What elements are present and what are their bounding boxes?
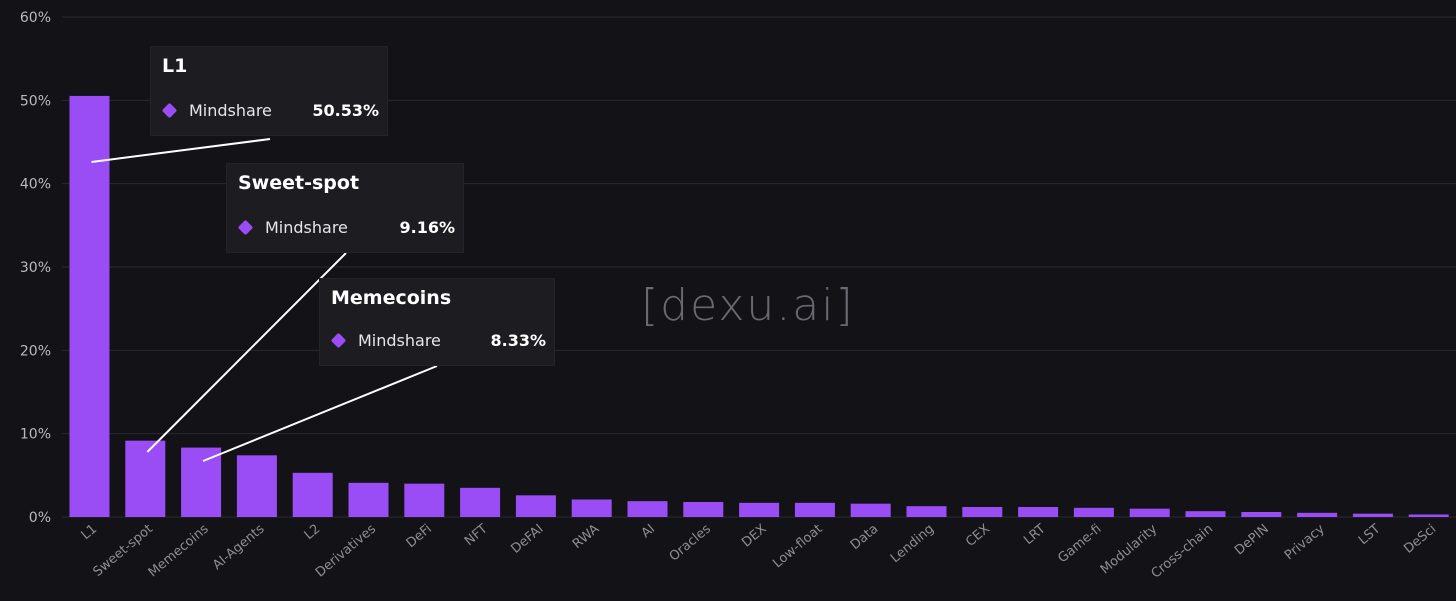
x-tick-label: NFT [462,522,491,550]
tooltip-title: Memecoins [331,287,452,309]
x-tick-label: AI-Agents [210,521,268,573]
tooltip-series-name: Mindshare [265,217,348,237]
bar-l1 [69,95,110,518]
x-tick-label: DeFi [404,522,435,552]
bar-dex [739,502,780,517]
y-tick-label: 60% [20,10,51,26]
bar-ai [627,501,668,517]
x-tick-label: Lending [888,522,937,567]
y-tick-label: 0% [29,510,51,526]
x-tick-label: LRT [1021,522,1049,548]
diamond-marker-icon [161,102,178,118]
y-tick-label: 10% [20,427,51,443]
tooltip-l1: L1 Mindshare 50.53% [151,47,387,135]
x-tick-label: Sweet-spot [90,522,155,580]
tooltip-leader-line [91,138,271,163]
x-tick-label: L2 [302,522,324,543]
bar-nft [460,487,501,517]
tooltip-title: Sweet-spot [238,172,360,194]
y-tick-label: 30% [20,260,51,276]
tooltip-title: L1 [162,55,188,77]
x-tick-label: LST [1356,522,1384,549]
tooltip-leader-line [202,365,438,462]
bar-defi [404,483,445,517]
diamond-marker-icon [330,332,347,348]
x-tick-label: Game-fi [1055,522,1104,567]
bar-ai-agents [236,455,277,517]
x-tick-label: AI [639,522,658,542]
x-tick-label: Oracles [667,521,714,564]
x-tick-label: DEX [739,522,769,551]
x-tick-label: DeFAI [508,522,546,557]
y-tick-label: 40% [20,177,51,193]
bar-depin [1241,512,1282,517]
diamond-marker-icon [237,219,254,235]
bar-data [850,503,891,517]
x-tick-label: CEX [963,522,993,550]
bar-privacy [1297,512,1338,517]
watermark-logo: [dexu.ai] [641,280,855,331]
bar-lending [906,506,947,517]
bar-rwa [571,499,612,517]
bar-oracles [683,502,724,517]
x-tick-label: Derivatives [313,521,379,580]
tooltip-value: 8.33% [490,330,546,350]
tooltip-value: 50.53% [312,100,379,120]
bar-cross-chain [1185,511,1226,517]
tooltip-memecoins: Memecoins Mindshare 8.33% [320,279,554,365]
x-tick-label: Cross-chain [1149,522,1217,582]
bar-cex [962,507,1003,517]
tooltip-series-name: Mindshare [189,100,272,120]
bar-defai [515,495,556,517]
tooltip-value: 9.16% [399,217,455,237]
x-tick-label: L1 [79,522,101,543]
x-tick-label: RWA [570,522,602,553]
bar-lst [1352,513,1393,517]
x-tick-label: Low-float [770,522,825,572]
bar-desci [1408,514,1449,517]
bar-memecoins [181,447,222,517]
x-tick-label: DePIN [1232,522,1272,559]
x-tick-label: Memecoins [146,521,212,580]
y-tick-label: 50% [20,93,51,109]
tooltip-sweet-spot: Sweet-spot Mindshare 9.16% [227,164,463,252]
x-tick-label: Data [848,522,881,553]
x-tick-label: DeSci [1401,522,1439,557]
bar-modularity [1129,508,1170,517]
bar-low-float [794,502,835,517]
bar-sweet-spot [125,440,166,517]
bar-l2 [292,472,333,517]
tooltip-leader-line [146,252,347,453]
tooltip-series-name: Mindshare [358,330,441,350]
y-tick-label: 20% [20,343,51,359]
bar-game-fi [1073,507,1114,517]
bar-lrt [1018,507,1059,517]
x-tick-label: Privacy [1282,521,1328,563]
bar-derivatives [348,482,389,517]
